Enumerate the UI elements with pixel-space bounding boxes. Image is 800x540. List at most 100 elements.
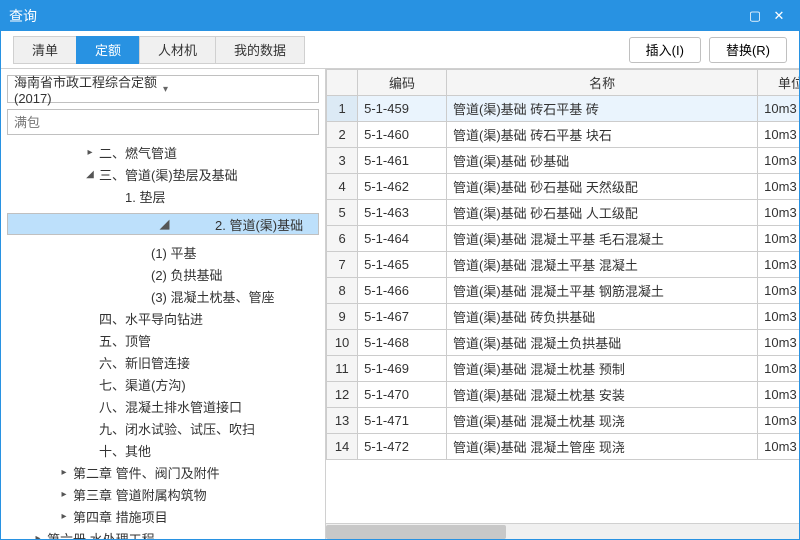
table-cell: 管道(渠)基础 砂石基础 天然级配: [447, 174, 758, 200]
table-cell: 5: [327, 200, 358, 226]
table-cell: 8: [327, 278, 358, 304]
tree-node[interactable]: 五、顶管: [1, 329, 325, 351]
table-cell: 10m3: [758, 122, 799, 148]
table-row[interactable]: 25-1-460管道(渠)基础 砖石平基 块石10m34348.2: [327, 122, 800, 148]
table-row[interactable]: 45-1-462管道(渠)基础 砂石基础 天然级配10m3272: [327, 174, 800, 200]
table-row[interactable]: 85-1-466管道(渠)基础 混凝土平基 钢筋混凝土10m35058.3: [327, 278, 800, 304]
table-cell: 管道(渠)基础 砂石基础 人工级配: [447, 200, 758, 226]
right-panel: 编码名称单位单价 15-1-459管道(渠)基础 砖石平基 砖10m35330.…: [326, 69, 799, 539]
tree[interactable]: ▸二、燃气管道◢三、管道(渠)垫层及基础1. 垫层◢2. 管道(渠)基础(1) …: [1, 141, 325, 539]
table-cell: 14: [327, 434, 358, 460]
tree-expand-icon[interactable]: ▸: [57, 511, 71, 522]
chevron-down-icon: ▾: [163, 84, 312, 95]
tree-node[interactable]: (3) 混凝土枕基、管座: [1, 285, 325, 307]
table-cell: 9: [327, 304, 358, 330]
tree-node[interactable]: ▸第四章 措施项目: [1, 505, 325, 527]
table-cell: 5-1-461: [358, 148, 447, 174]
tree-node[interactable]: 九、闭水试验、试压、吹扫: [1, 417, 325, 439]
table-cell: 7: [327, 252, 358, 278]
table-cell: 管道(渠)基础 混凝土平基 混凝土: [447, 252, 758, 278]
horizontal-scrollbar[interactable]: [326, 523, 799, 539]
tree-node[interactable]: ▸第三章 管道附属构筑物: [1, 483, 325, 505]
table-cell: 1: [327, 96, 358, 122]
replace-button[interactable]: 替换(R): [709, 37, 787, 63]
tree-node[interactable]: ◢三、管道(渠)垫层及基础: [1, 163, 325, 185]
tree-node[interactable]: ▸第六册 水处理工程: [1, 527, 325, 539]
search-input[interactable]: [7, 109, 319, 135]
table-cell: 5-1-463: [358, 200, 447, 226]
tree-node[interactable]: 七、渠道(方沟): [1, 373, 325, 395]
tab-人材机[interactable]: 人材机: [139, 36, 216, 64]
table-row[interactable]: 35-1-461管道(渠)基础 砂基础10m32415.1: [327, 148, 800, 174]
tree-node-label: 四、水平导向钻进: [99, 309, 203, 328]
table-cell: 管道(渠)基础 砖负拱基础: [447, 304, 758, 330]
tree-node-label: 第二章 管件、阀门及附件: [73, 463, 220, 482]
table-row[interactable]: 65-1-464管道(渠)基础 混凝土平基 毛石混凝土10m34479.4: [327, 226, 800, 252]
table-row[interactable]: 115-1-469管道(渠)基础 混凝土枕基 预制10m310069.3: [327, 356, 800, 382]
col-header[interactable]: 编码: [358, 70, 447, 96]
tree-expand-icon[interactable]: ◢: [116, 216, 213, 232]
table-scroll[interactable]: 编码名称单位单价 15-1-459管道(渠)基础 砖石平基 砖10m35330.…: [326, 69, 799, 523]
table-cell: 10m3: [758, 330, 799, 356]
tree-expand-icon[interactable]: ▸: [83, 147, 97, 158]
table-cell: 10m3: [758, 148, 799, 174]
table-cell: 10m3: [758, 356, 799, 382]
table-row[interactable]: 125-1-470管道(渠)基础 混凝土枕基 安装10m37978.2: [327, 382, 800, 408]
tree-node-label: (2) 负拱基础: [151, 265, 223, 284]
table-row[interactable]: 145-1-472管道(渠)基础 混凝土管座 现浇10m35921.7: [327, 434, 800, 460]
table-cell: 5-1-469: [358, 356, 447, 382]
tree-node[interactable]: ◢2. 管道(渠)基础: [7, 213, 319, 235]
toolbar: 清单定额人材机我的数据 插入(I) 替换(R): [1, 31, 799, 69]
table-body: 15-1-459管道(渠)基础 砖石平基 砖10m35330.525-1-460…: [327, 96, 800, 460]
tree-expand-icon[interactable]: ▸: [57, 489, 71, 500]
table-row[interactable]: 15-1-459管道(渠)基础 砖石平基 砖10m35330.5: [327, 96, 800, 122]
close-icon[interactable]: ✕: [767, 8, 791, 24]
table-cell: 10m3: [758, 278, 799, 304]
tree-node[interactable]: 1. 垫层: [1, 185, 325, 207]
table-row[interactable]: 75-1-465管道(渠)基础 混凝土平基 混凝土10m34773.8: [327, 252, 800, 278]
tree-node[interactable]: 四、水平导向钻进: [1, 307, 325, 329]
table-row[interactable]: 105-1-468管道(渠)基础 混凝土负拱基础10m35188.9: [327, 330, 800, 356]
table-cell: 管道(渠)基础 混凝土负拱基础: [447, 330, 758, 356]
table-row[interactable]: 135-1-471管道(渠)基础 混凝土枕基 现浇10m36777.0: [327, 408, 800, 434]
tree-expand-icon[interactable]: ▸: [57, 467, 71, 478]
tree-node[interactable]: (1) 平基: [1, 241, 325, 263]
col-header[interactable]: 名称: [447, 70, 758, 96]
table-cell: 10m3: [758, 434, 799, 460]
table-cell: 10m3: [758, 382, 799, 408]
tree-node[interactable]: 六、新旧管连接: [1, 351, 325, 373]
tree-node-label: 七、渠道(方沟): [99, 375, 186, 394]
tree-node[interactable]: (2) 负拱基础: [1, 263, 325, 285]
window-title: 查询: [9, 6, 743, 26]
tab-我的数据[interactable]: 我的数据: [215, 36, 305, 64]
tree-node[interactable]: 十、其他: [1, 439, 325, 461]
table-header-row: 编码名称单位单价: [327, 70, 800, 96]
tab-清单[interactable]: 清单: [13, 36, 77, 64]
table-cell: 5-1-465: [358, 252, 447, 278]
table-row[interactable]: 95-1-467管道(渠)基础 砖负拱基础10m35825.4: [327, 304, 800, 330]
scrollbar-thumb[interactable]: [326, 525, 506, 539]
tree-node[interactable]: ▸第二章 管件、阀门及附件: [1, 461, 325, 483]
table-cell: 管道(渠)基础 混凝土管座 现浇: [447, 434, 758, 460]
table-cell: 10m3: [758, 174, 799, 200]
tree-node[interactable]: ▸二、燃气管道: [1, 141, 325, 163]
table-cell: 管道(渠)基础 混凝土平基 毛石混凝土: [447, 226, 758, 252]
table-row[interactable]: 55-1-463管道(渠)基础 砂石基础 人工级配10m32899.0: [327, 200, 800, 226]
table-cell: 管道(渠)基础 混凝土平基 钢筋混凝土: [447, 278, 758, 304]
tree-expand-icon[interactable]: ▸: [31, 533, 45, 540]
maximize-icon[interactable]: ▢: [743, 8, 767, 24]
tabs: 清单定额人材机我的数据: [13, 36, 304, 64]
results-table: 编码名称单位单价 15-1-459管道(渠)基础 砖石平基 砖10m35330.…: [326, 69, 799, 460]
tab-定额[interactable]: 定额: [76, 36, 140, 64]
table-cell: 2: [327, 122, 358, 148]
table-cell: 5-1-468: [358, 330, 447, 356]
col-header[interactable]: 单位: [758, 70, 799, 96]
col-header[interactable]: [327, 70, 358, 96]
tree-node[interactable]: 八、混凝土排水管道接口: [1, 395, 325, 417]
table-cell: 10m3: [758, 408, 799, 434]
quota-dropdown[interactable]: 海南省市政工程综合定额(2017) ▾: [7, 75, 319, 103]
tree-node-label: 2. 管道(渠)基础: [215, 215, 312, 234]
table-cell: 管道(渠)基础 混凝土枕基 现浇: [447, 408, 758, 434]
tree-expand-icon[interactable]: ◢: [83, 169, 97, 180]
insert-button[interactable]: 插入(I): [629, 37, 701, 63]
